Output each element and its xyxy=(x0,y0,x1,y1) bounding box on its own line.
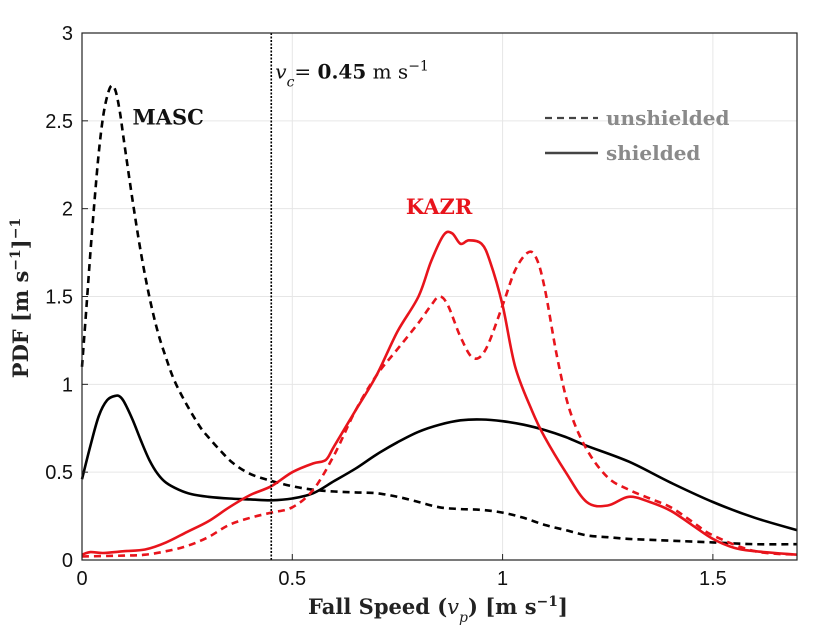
threshold-label-eq: = xyxy=(294,60,317,84)
series-layer xyxy=(80,84,798,558)
threshold-label-var: v xyxy=(275,60,287,84)
y-axis-title: PDF [m s−1]−1 xyxy=(8,218,33,378)
series-line-masc-shielded xyxy=(80,394,798,532)
x-axis-title-var: v xyxy=(447,595,459,619)
legend-label-unshielded: unshielded xyxy=(606,106,730,130)
y-tick-label: 3 xyxy=(62,23,73,45)
y-tick-label: 2.5 xyxy=(45,111,73,133)
ticks: 0 0.5 1 1.5 0 0.5 1 1.5 2 2.5 3 xyxy=(45,23,727,590)
y-tick-label: 0.5 xyxy=(45,462,73,484)
threshold-label-unit: m s xyxy=(366,60,408,84)
x-axis-title-sub: p xyxy=(459,610,468,626)
x-tick-label: 1.5 xyxy=(699,568,727,590)
series-line-kazr-shielded xyxy=(81,230,798,556)
threshold-label-exp: −1 xyxy=(408,59,429,75)
x-axis-title-prefix: Fall Speed ( xyxy=(308,594,447,619)
series-line-masc-unshielded xyxy=(80,84,798,546)
x-axis-title: Fall Speed (vp) [m s−1] xyxy=(308,594,568,626)
y-tick-label: 1 xyxy=(62,374,73,396)
x-tick-label: 0 xyxy=(76,568,87,590)
y-tick-label: 0 xyxy=(62,550,73,572)
threshold-label-value: 0.45 xyxy=(318,60,367,84)
x-tick-label: 0.5 xyxy=(278,568,306,590)
x-axis-title-exp: −1 xyxy=(537,594,558,610)
series-line-kazr-unshielded xyxy=(81,250,798,558)
y-axis-title-prefix: PDF [m s xyxy=(8,271,33,379)
x-tick-label: 1 xyxy=(497,568,508,590)
threshold-label: vc= 0.45 m s−1 xyxy=(275,59,429,91)
y-axis-title-mid: ] xyxy=(8,239,33,249)
x-axis-title-suffix: ) [m s xyxy=(468,594,537,619)
threshold-label-sub: c xyxy=(287,75,295,91)
x-axis-title-close: ] xyxy=(558,594,568,619)
y-axis-title-exp1: −1 xyxy=(8,249,24,270)
annotation-masc: MASC xyxy=(132,104,203,129)
y-tick-label: 2 xyxy=(62,199,73,221)
y-tick-label: 1.5 xyxy=(45,287,73,309)
legend: unshielded shielded xyxy=(545,106,730,165)
annotation-kazr: KAZR xyxy=(406,194,473,219)
y-axis-title-exp2: −1 xyxy=(8,218,24,239)
legend-label-shielded: shielded xyxy=(606,141,700,165)
